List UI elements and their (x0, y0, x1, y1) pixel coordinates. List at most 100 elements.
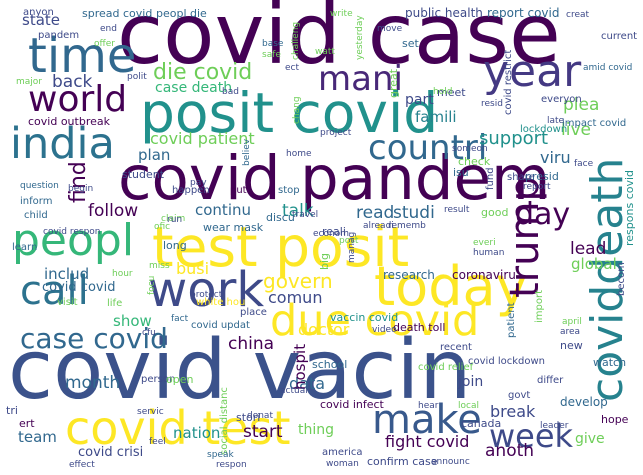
cloud-word: team (18, 428, 57, 446)
cloud-word: plea (563, 95, 600, 115)
cloud-word: world (28, 79, 128, 120)
cloud-word: covid crisi (78, 445, 144, 460)
cloud-word: back (52, 72, 93, 92)
cloud-word: everi (473, 238, 496, 248)
cloud-word: canada (461, 417, 502, 430)
cloud-word: move (377, 24, 403, 34)
cloud-word: servic (137, 407, 164, 417)
cloud-word: respon (216, 460, 247, 470)
cloud-word: place (240, 307, 267, 318)
cloud-word: china (228, 334, 275, 354)
cloud-word: creat (566, 10, 590, 20)
cloud-word: hold (433, 87, 453, 97)
cloud-word: run (167, 215, 183, 225)
cloud-word: research (383, 268, 435, 282)
cloud-word: follow (88, 201, 139, 221)
cloud-word: presid (525, 170, 559, 183)
cloud-word: becom (616, 262, 627, 296)
cloud-word: die covid (153, 60, 253, 85)
cloud-word: check (458, 155, 491, 168)
cloud-word: donat (247, 411, 273, 421)
cloud-word: face (574, 159, 594, 169)
cloud-word: question (20, 181, 59, 191)
cloud-word: pay (190, 178, 207, 188)
cloud-word: govern (263, 269, 333, 293)
cloud-word: respons covid (623, 169, 636, 246)
cloud-word: protect (190, 290, 223, 300)
cloud-word: home (286, 149, 312, 159)
cloud-word: lockdown (520, 124, 568, 135)
cloud-word: call (20, 268, 89, 314)
cloud-word: impact covid (562, 118, 627, 129)
cloud-word: recent (440, 342, 472, 353)
cloud-word: govt (508, 390, 531, 401)
cloud-word: wear mask (203, 221, 264, 234)
cloud-word: covid relief (418, 362, 474, 373)
cloud-word: fact (171, 314, 189, 324)
cloud-word: stop (278, 185, 300, 196)
cloud-word: begin (68, 184, 94, 194)
cloud-word: april (562, 317, 582, 327)
cloud-word: covid covid (42, 280, 116, 295)
cloud-word: focu (147, 275, 157, 295)
cloud-word: actual (280, 386, 308, 396)
cloud-word: cfu (142, 328, 156, 338)
cloud-word: project (320, 128, 352, 138)
cloud-word: student (122, 168, 165, 181)
cloud-word: plan (138, 146, 171, 164)
cloud-word: set (402, 37, 419, 50)
cloud-word: support (479, 128, 549, 149)
cloud-word: peopl die (156, 7, 207, 20)
cloud-word: report (523, 182, 551, 192)
cloud-word: hear (418, 401, 439, 411)
cloud-word: big (318, 252, 331, 270)
cloud-word: travel (292, 210, 319, 220)
cloud-word: feel (149, 437, 166, 447)
cloud-word: late (547, 116, 565, 126)
cloud-word: believ (242, 138, 252, 166)
cloud-word: effect (69, 460, 95, 470)
cloud-word: differ (537, 375, 564, 386)
cloud-word: hour (112, 269, 133, 279)
cloud-word: start (243, 422, 283, 442)
cloud-word: discu (266, 211, 295, 224)
cloud-word: local (458, 401, 479, 411)
cloud-word: anyon (23, 7, 54, 18)
cloud-word: develop (560, 395, 608, 409)
cloud-word: day (515, 197, 571, 232)
cloud-word: covid infect (320, 398, 384, 411)
cloud-word: countri (368, 128, 488, 168)
cloud-word: covid test (65, 401, 291, 455)
cloud-word: month (65, 373, 121, 393)
cloud-word: hope (601, 413, 629, 426)
cloud-word: leader (540, 421, 569, 431)
cloud-word: offer (94, 39, 115, 49)
cloud-word: due covid (270, 296, 480, 346)
cloud-word: thing (298, 422, 335, 438)
cloud-word: woman (326, 459, 359, 469)
cloud-word: death toll (393, 321, 446, 334)
cloud-word: covid restrict (503, 49, 514, 115)
cloud-word: learn (12, 242, 38, 253)
cloud-word: post (339, 236, 359, 246)
cloud-word: vaccin covid (330, 311, 399, 324)
cloud-word: state (22, 11, 60, 29)
cloud-word: safe (262, 50, 281, 60)
cloud-word: inform (20, 196, 53, 207)
cloud-word: includ (44, 265, 90, 283)
cloud-word: peopl (12, 215, 135, 266)
cloud-word: busi (176, 259, 210, 278)
cloud-word: life (107, 298, 123, 309)
cloud-word: manag (347, 231, 357, 263)
cloud-word: put (230, 185, 247, 196)
cloud-word: alreadi (363, 221, 394, 231)
cloud-word: ofic (154, 222, 171, 232)
cloud-word: work (148, 262, 265, 318)
cloud-word: join (458, 374, 484, 390)
cloud-word: tri (6, 404, 18, 417)
cloud-word: case covid (20, 322, 168, 355)
cloud-word: someon (452, 144, 488, 154)
cloud-word: speak (207, 450, 234, 460)
cloud-word: ert (19, 417, 35, 430)
